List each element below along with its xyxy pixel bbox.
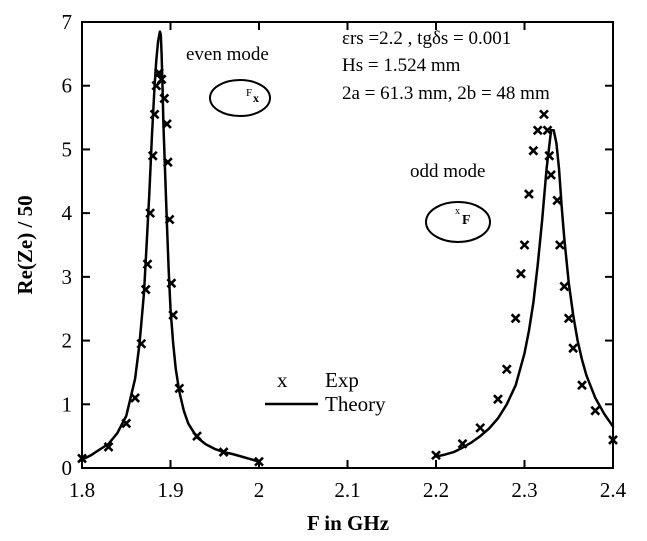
even-mode-symbol: F x	[209, 79, 271, 117]
x-tick-label: 2.2	[423, 478, 449, 502]
y-tick-label: 1	[62, 392, 73, 416]
exp-point	[149, 109, 160, 120]
exp-point	[218, 447, 229, 457]
theory-line-even-mode	[80, 30, 261, 463]
exp-point	[563, 313, 574, 324]
y-tick-label: 2	[62, 329, 73, 353]
exp-point	[528, 145, 539, 156]
exp-point	[524, 189, 534, 199]
exp-point	[77, 453, 87, 464]
exp-point	[154, 68, 164, 78]
y-axis-ticks: 0 1 2 3 4 5 6 7	[62, 10, 613, 480]
exp-point	[140, 284, 151, 295]
x-axis-ticks: 1.8 1.9 2 2.1 2.2 2.3 2.4	[69, 22, 627, 502]
exp-point	[121, 418, 132, 429]
y-tick-label: 5	[62, 137, 73, 161]
exp-point	[136, 338, 147, 349]
exp-point	[156, 74, 167, 85]
param-line-2: Hs = 1.524 mm	[342, 55, 461, 76]
even-mode-label: even mode	[186, 44, 269, 65]
exp-point	[590, 405, 601, 416]
exp-point	[554, 240, 565, 250]
theory-line-odd-mode	[434, 129, 615, 458]
exp-point	[192, 431, 202, 442]
y-tick-label: 6	[62, 74, 73, 98]
param-line-1: εrs =2.2 , tgδs = 0.001	[342, 28, 511, 49]
exp-point	[519, 240, 530, 250]
exp-point	[168, 310, 179, 321]
y-tick-label: 0	[62, 456, 73, 480]
exp-point	[516, 268, 526, 279]
exp-point	[431, 450, 441, 461]
theory-series	[80, 30, 615, 463]
exp-point	[546, 169, 556, 180]
odd-mode-label: odd mode	[410, 161, 485, 182]
exp-point	[577, 380, 587, 391]
exp-point	[166, 278, 177, 289]
exp-point	[475, 422, 486, 433]
exp-point	[164, 214, 175, 225]
exp-point	[103, 442, 114, 452]
exp-point	[159, 93, 170, 104]
legend-exp-label: Exp	[325, 368, 359, 392]
odd-mode-symbol: x F	[425, 201, 491, 243]
y-tick-label: 4	[62, 201, 73, 225]
x-tick-label: 2.3	[511, 478, 537, 502]
exp-point	[542, 125, 553, 136]
exp-point	[162, 119, 172, 129]
exp-point	[254, 456, 264, 467]
exp-point	[493, 394, 503, 405]
odd-symbol-superscript: x	[455, 206, 460, 217]
exp-point	[539, 109, 549, 120]
y-axis-label: Re(Ze) / 50	[13, 195, 37, 294]
exp-point	[532, 125, 543, 136]
legend: x Exp Theory	[265, 368, 386, 416]
x-axis-label: F in GHz	[307, 511, 389, 535]
exp-point	[142, 259, 153, 270]
exp-point	[568, 343, 579, 354]
x-tick-label: 1.8	[69, 478, 95, 502]
exp-point	[174, 383, 185, 394]
exp-series	[77, 68, 618, 467]
exp-point	[501, 364, 512, 375]
even-symbol-subscript: x	[253, 91, 259, 105]
even-symbol-letter: F	[246, 87, 252, 99]
exp-point	[552, 195, 563, 206]
exp-point	[510, 313, 521, 324]
x-tick-label: 1.9	[157, 478, 183, 502]
exp-point	[457, 438, 468, 449]
exp-point	[145, 208, 156, 219]
exp-point	[608, 435, 618, 445]
exp-point	[559, 281, 570, 292]
even-mode-ellipse	[209, 79, 271, 117]
exp-point	[147, 150, 158, 161]
exp-point	[162, 157, 173, 168]
y-tick-label: 7	[62, 10, 73, 34]
x-tick-label: 2	[254, 478, 265, 502]
legend-exp-marker: x	[277, 368, 288, 392]
x-tick-label: 2.4	[600, 478, 627, 502]
y-tick-label: 3	[62, 265, 73, 289]
legend-theory-label: Theory	[325, 392, 386, 416]
exp-point	[544, 150, 555, 161]
x-tick-label: 2.1	[334, 478, 360, 502]
odd-mode-ellipse	[425, 201, 491, 243]
exp-point	[130, 392, 141, 403]
odd-symbol-letter: F	[462, 213, 471, 228]
param-line-3: 2a = 61.3 mm, 2b = 48 mm	[342, 83, 550, 104]
